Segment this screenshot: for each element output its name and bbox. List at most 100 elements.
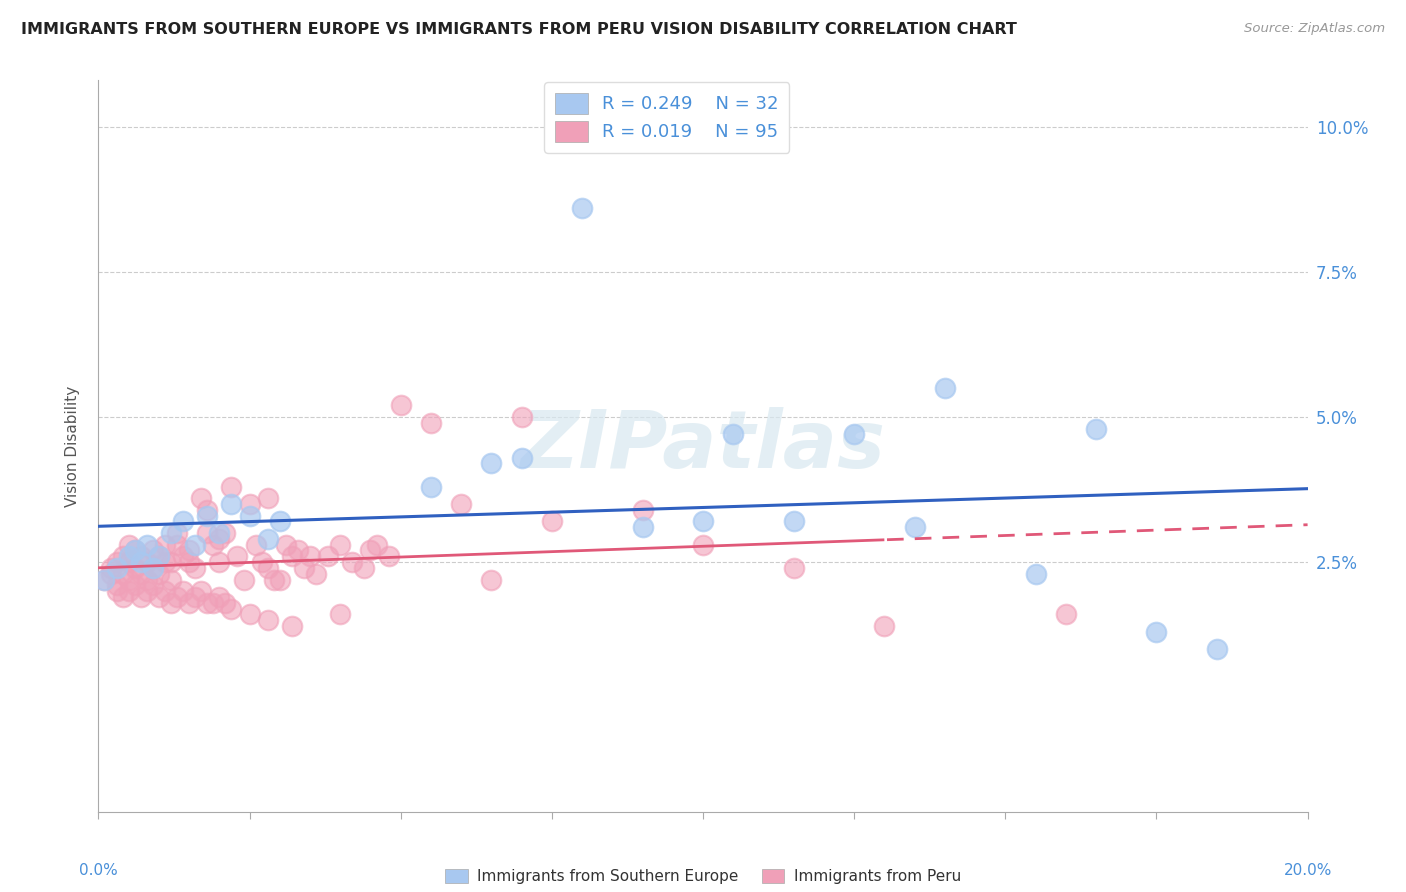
Point — [172, 584, 194, 599]
Point — [142, 578, 165, 592]
Point — [202, 596, 225, 610]
Point — [135, 573, 157, 587]
Point — [124, 561, 146, 575]
Point — [129, 549, 152, 564]
Point — [93, 573, 115, 587]
Point — [226, 549, 249, 564]
Legend: Immigrants from Southern Europe, Immigrants from Peru: Immigrants from Southern Europe, Immigra… — [446, 870, 960, 884]
Point — [166, 526, 188, 541]
Point — [172, 549, 194, 564]
Point — [1206, 642, 1229, 657]
Point — [208, 532, 231, 546]
Point — [631, 503, 654, 517]
Point — [305, 566, 328, 581]
Point — [299, 549, 322, 564]
Point — [195, 596, 218, 610]
Point — [142, 561, 165, 575]
Point — [360, 543, 382, 558]
Text: ZIPatlas: ZIPatlas — [520, 407, 886, 485]
Point — [214, 526, 236, 541]
Point — [148, 590, 170, 604]
Point — [692, 515, 714, 529]
Point — [208, 526, 231, 541]
Point — [239, 497, 262, 511]
Point — [148, 549, 170, 564]
Point — [239, 607, 262, 622]
Point — [111, 590, 134, 604]
Point — [124, 543, 146, 558]
Point — [510, 450, 533, 465]
Point — [250, 555, 273, 569]
Point — [510, 409, 533, 424]
Point — [256, 532, 278, 546]
Point — [844, 427, 866, 442]
Point — [1085, 421, 1108, 435]
Point — [232, 573, 254, 587]
Point — [389, 398, 412, 412]
Point — [160, 526, 183, 541]
Point — [256, 491, 278, 506]
Point — [142, 561, 165, 575]
Point — [221, 497, 243, 511]
Point — [342, 555, 364, 569]
Point — [377, 549, 399, 564]
Point — [135, 555, 157, 569]
Point — [783, 561, 806, 575]
Point — [111, 566, 134, 581]
Point — [783, 515, 806, 529]
Point — [179, 543, 201, 558]
Point — [366, 538, 388, 552]
Point — [118, 538, 141, 552]
Point — [292, 561, 315, 575]
Point — [190, 491, 212, 506]
Point — [166, 590, 188, 604]
Point — [329, 538, 352, 552]
Point — [221, 480, 243, 494]
Point — [135, 538, 157, 552]
Point — [329, 607, 352, 622]
Point — [281, 549, 304, 564]
Point — [105, 555, 128, 569]
Point — [184, 561, 207, 575]
Point — [100, 566, 122, 581]
Point — [420, 416, 443, 430]
Point — [153, 538, 176, 552]
Point — [256, 561, 278, 575]
Point — [129, 590, 152, 604]
Point — [111, 549, 134, 564]
Point — [184, 590, 207, 604]
Point — [1144, 624, 1167, 639]
Point — [135, 584, 157, 599]
Point — [934, 381, 956, 395]
Point — [263, 573, 285, 587]
Point — [208, 555, 231, 569]
Point — [184, 538, 207, 552]
Point — [631, 520, 654, 534]
Point — [118, 555, 141, 569]
Point — [153, 584, 176, 599]
Point — [100, 561, 122, 575]
Point — [195, 503, 218, 517]
Point — [274, 538, 297, 552]
Point — [420, 480, 443, 494]
Point — [245, 538, 267, 552]
Text: 20.0%: 20.0% — [1284, 863, 1331, 878]
Point — [239, 508, 262, 523]
Point — [93, 573, 115, 587]
Text: IMMIGRANTS FROM SOUTHERN EUROPE VS IMMIGRANTS FROM PERU VISION DISABILITY CORREL: IMMIGRANTS FROM SOUTHERN EUROPE VS IMMIG… — [21, 22, 1017, 37]
Point — [281, 619, 304, 633]
Point — [540, 515, 562, 529]
Text: Source: ZipAtlas.com: Source: ZipAtlas.com — [1244, 22, 1385, 36]
Point — [105, 584, 128, 599]
Point — [190, 584, 212, 599]
Point — [160, 573, 183, 587]
Point — [166, 538, 188, 552]
Point — [160, 555, 183, 569]
Point — [179, 596, 201, 610]
Point — [124, 578, 146, 592]
Point — [221, 601, 243, 615]
Y-axis label: Vision Disability: Vision Disability — [65, 385, 80, 507]
Point — [692, 538, 714, 552]
Point — [873, 619, 896, 633]
Point — [214, 596, 236, 610]
